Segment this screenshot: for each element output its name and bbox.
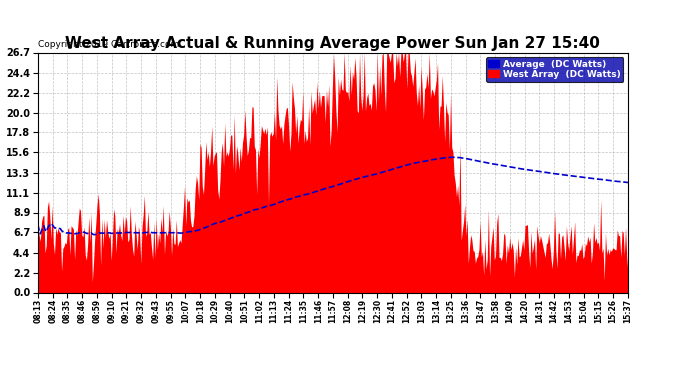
Text: Copyright 2019 Cartronics.com: Copyright 2019 Cartronics.com xyxy=(38,40,179,49)
Title: West Array Actual & Running Average Power Sun Jan 27 15:40: West Array Actual & Running Average Powe… xyxy=(66,36,600,51)
Legend: Average  (DC Watts), West Array  (DC Watts): Average (DC Watts), West Array (DC Watts… xyxy=(486,57,623,82)
